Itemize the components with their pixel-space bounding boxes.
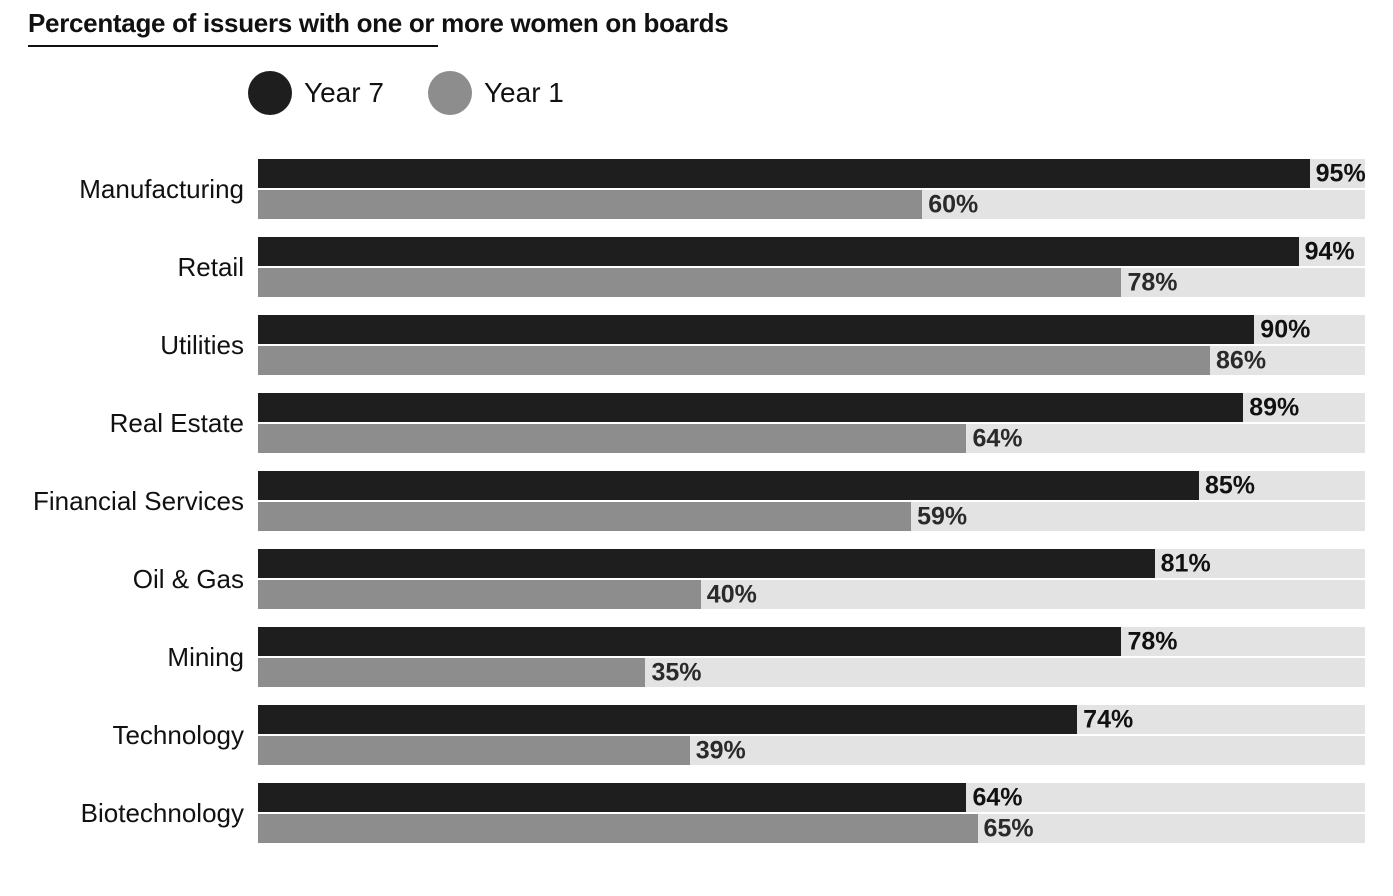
bars-cell: 95% 60% [258, 159, 1365, 219]
bar-track-year1: 59% [258, 502, 1365, 531]
category-row: Real Estate 89% 64% [28, 393, 1365, 453]
bars-cell: 74% 39% [258, 705, 1365, 765]
bar-track-year7: 74% [258, 705, 1365, 734]
bar-fill-year7 [258, 159, 1310, 188]
bar-track-year1: 60% [258, 190, 1365, 219]
category-label: Retail [28, 237, 258, 297]
category-label: Manufacturing [28, 159, 258, 219]
value-label-year7: 78% [1127, 629, 1177, 654]
category-label: Mining [28, 627, 258, 687]
bar-track-year7: 85% [258, 471, 1365, 500]
category-label: Utilities [28, 315, 258, 375]
category-label: Biotechnology [28, 783, 258, 843]
bar-fill-year1 [258, 814, 978, 843]
bar-track-year1: 39% [258, 736, 1365, 765]
category-row: Manufacturing 95% 60% [28, 159, 1365, 219]
legend-swatch-year1 [428, 71, 472, 115]
bars-cell: 90%86% [258, 315, 1365, 375]
bar-fill-year7 [258, 393, 1243, 422]
value-label-year7: 74% [1083, 707, 1133, 732]
value-label-year1: 78% [1127, 270, 1177, 295]
bar-fill-year7 [258, 471, 1199, 500]
legend-item-year1: Year 1 [428, 71, 564, 115]
legend-label-year7: Year 7 [304, 77, 384, 109]
bar-track-year7: 95% [258, 159, 1365, 188]
bar-fill-year1 [258, 580, 701, 609]
bar-fill-year1 [258, 658, 645, 687]
legend-swatch-year7 [248, 71, 292, 115]
value-label-year1: 40% [707, 582, 757, 607]
bar-track-year7: 89% [258, 393, 1365, 422]
bar-fill-year1 [258, 736, 690, 765]
bars-cell: 94% 78% [258, 237, 1365, 297]
bars-cell: 78% 35% [258, 627, 1365, 687]
category-row: Mining 78% 35% [28, 627, 1365, 687]
bar-track-year7: 94% [258, 237, 1365, 266]
bar-fill-year1 [258, 502, 911, 531]
bar-fill-year7 [258, 627, 1121, 656]
value-label-year1: 64% [972, 426, 1022, 451]
category-row: Oil & Gas 81% 40% [28, 549, 1365, 609]
value-label-year7: 81% [1161, 551, 1211, 576]
value-label-year1: 65% [984, 816, 1034, 841]
value-label-year1: 86% [1216, 348, 1266, 373]
bar-track-year1: 64% [258, 424, 1365, 453]
chart-title: Percentage of issuers with one or more w… [28, 8, 1365, 39]
legend: Year 7 Year 1 [248, 71, 1365, 115]
title-underline [28, 45, 438, 47]
legend-item-year7: Year 7 [248, 71, 384, 115]
value-label-year7: 90% [1260, 317, 1310, 342]
category-label: Oil & Gas [28, 549, 258, 609]
bar-track-year1: 86% [258, 346, 1365, 375]
value-label-year7: 95% [1316, 161, 1366, 186]
category-row: Financial Services 85% 59% [28, 471, 1365, 531]
category-row: Biotechnology64%65% [28, 783, 1365, 843]
value-label-year1: 35% [651, 660, 701, 685]
value-label-year7: 94% [1305, 239, 1355, 264]
bar-fill-year7 [258, 237, 1299, 266]
bar-fill-year1 [258, 346, 1210, 375]
bar-track-year7: 90% [258, 315, 1365, 344]
bars-cell: 81% 40% [258, 549, 1365, 609]
category-label: Technology [28, 705, 258, 765]
category-row: Retail 94% 78% [28, 237, 1365, 297]
value-label-year1: 59% [917, 504, 967, 529]
legend-label-year1: Year 1 [484, 77, 564, 109]
bars-cell: 89% 64% [258, 393, 1365, 453]
bar-fill-year1 [258, 424, 966, 453]
value-label-year7: 89% [1249, 395, 1299, 420]
bars-cell: 64%65% [258, 783, 1365, 843]
value-label-year7: 64% [972, 785, 1022, 810]
bar-track-year1: 78% [258, 268, 1365, 297]
chart-container: Percentage of issuers with one or more w… [0, 0, 1393, 863]
bar-track-year1: 65% [258, 814, 1365, 843]
bar-track-year1: 35% [258, 658, 1365, 687]
bar-fill-year1 [258, 268, 1121, 297]
bar-fill-year7 [258, 705, 1077, 734]
value-label-year1: 60% [928, 192, 978, 217]
bar-fill-year7 [258, 315, 1254, 344]
bar-track-year7: 78% [258, 627, 1365, 656]
bar-fill-year1 [258, 190, 922, 219]
bar-fill-year7 [258, 549, 1155, 578]
category-row: Technology 74% 39% [28, 705, 1365, 765]
category-row: Utilities90%86% [28, 315, 1365, 375]
bar-track-year7: 81% [258, 549, 1365, 578]
bars-cell: 85% 59% [258, 471, 1365, 531]
value-label-year7: 85% [1205, 473, 1255, 498]
bar-track-year1: 40% [258, 580, 1365, 609]
value-label-year1: 39% [696, 738, 746, 763]
bar-fill-year7 [258, 783, 966, 812]
category-label: Financial Services [28, 471, 258, 531]
bar-track-year7: 64% [258, 783, 1365, 812]
category-label: Real Estate [28, 393, 258, 453]
bar-rows: Manufacturing 95% 60% Retail 94% 78% Utilities… [28, 159, 1365, 843]
